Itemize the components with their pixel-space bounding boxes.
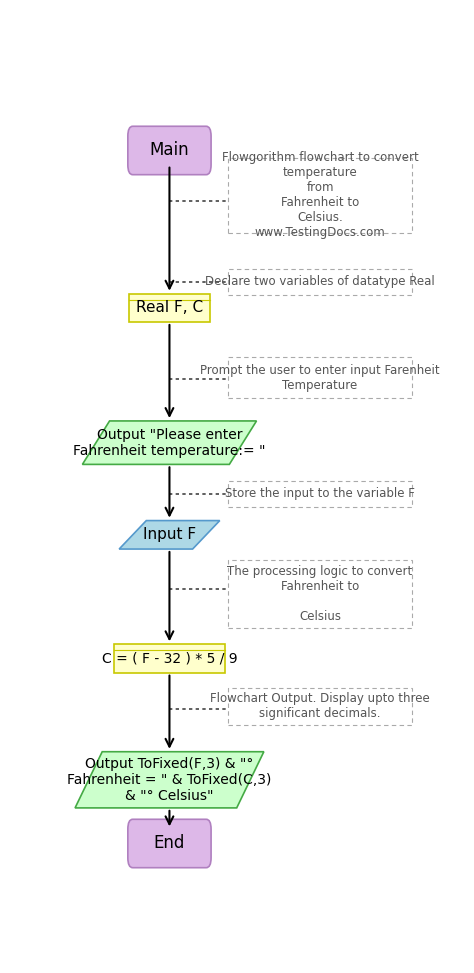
Text: Output "Please enter
Fahrenheit temperature:= ": Output "Please enter Fahrenheit temperat… bbox=[73, 427, 266, 457]
FancyBboxPatch shape bbox=[129, 294, 210, 322]
FancyBboxPatch shape bbox=[128, 819, 211, 868]
Text: Flowchart Output. Display upto three
significant decimals.: Flowchart Output. Display upto three sig… bbox=[210, 693, 430, 720]
Polygon shape bbox=[82, 421, 256, 464]
Polygon shape bbox=[75, 752, 264, 808]
Text: C = ( F - 32 ) * 5 / 9: C = ( F - 32 ) * 5 / 9 bbox=[101, 652, 237, 666]
Text: Declare two variables of datatype Real: Declare two variables of datatype Real bbox=[205, 275, 435, 288]
Polygon shape bbox=[119, 521, 220, 549]
FancyBboxPatch shape bbox=[228, 269, 412, 295]
Text: Main: Main bbox=[150, 141, 189, 160]
Text: Real F, C: Real F, C bbox=[136, 301, 203, 315]
FancyBboxPatch shape bbox=[128, 126, 211, 175]
Text: Prompt the user to enter input Farenheit
Temperature: Prompt the user to enter input Farenheit… bbox=[200, 364, 440, 392]
Text: Input F: Input F bbox=[143, 527, 196, 542]
Text: The processing logic to convert
Fahrenheit to

Celsius: The processing logic to convert Fahrenhe… bbox=[228, 565, 413, 623]
FancyBboxPatch shape bbox=[228, 158, 412, 233]
Text: End: End bbox=[154, 835, 185, 852]
FancyBboxPatch shape bbox=[228, 481, 412, 507]
Text: Store the input to the variable F: Store the input to the variable F bbox=[225, 487, 415, 500]
Text: Flowgorithm flowchart to convert
temperature
from
Fahrenheit to
Celsius.
www.Tes: Flowgorithm flowchart to convert tempera… bbox=[222, 152, 419, 239]
Text: Output ToFixed(F,3) & "°
Fahrenheit = " & ToFixed(C,3)
& "° Celsius": Output ToFixed(F,3) & "° Fahrenheit = " … bbox=[67, 757, 272, 803]
FancyBboxPatch shape bbox=[228, 688, 412, 725]
FancyBboxPatch shape bbox=[228, 560, 412, 628]
FancyBboxPatch shape bbox=[114, 644, 225, 672]
FancyBboxPatch shape bbox=[228, 357, 412, 399]
